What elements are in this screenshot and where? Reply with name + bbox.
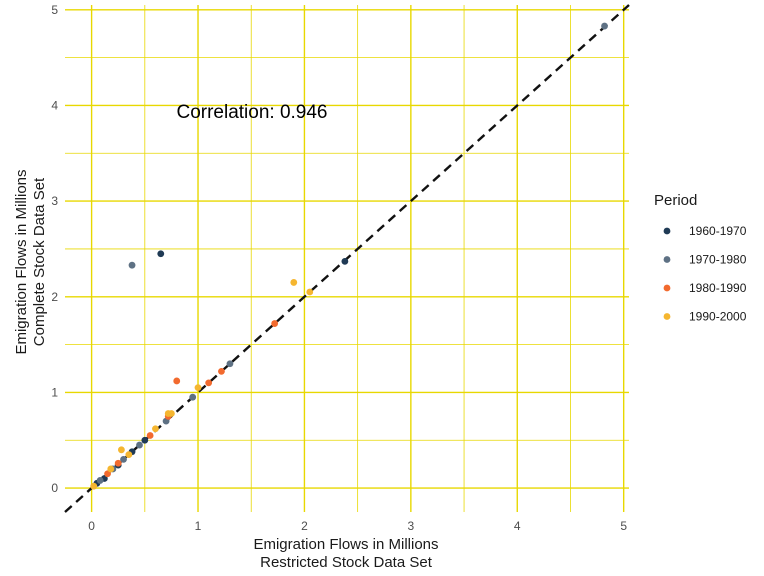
data-point-1970-1980 — [189, 393, 197, 401]
legend-title: Period — [654, 192, 697, 209]
identity-reference-line — [64, 4, 630, 513]
x-axis-title-line1: Emigration Flows in Millions — [253, 536, 438, 553]
x-tick-label: 0 — [88, 519, 95, 533]
y-axis-title-line1: Emigration Flows in Millions — [13, 169, 30, 354]
legend-swatch-1970-1980 — [663, 256, 671, 263]
y-tick-label: 0 — [51, 481, 58, 495]
data-point-1960-1970 — [157, 250, 165, 258]
legend-label-1960-1970: 1960-1970 — [689, 224, 747, 238]
data-point-1970-1980 — [120, 455, 127, 463]
correlation-annotation: Correlation: 0.946 — [176, 102, 327, 123]
legend-label-1990-2000: 1990-2000 — [689, 310, 747, 324]
data-point-1970-1980 — [128, 261, 136, 269]
data-point-1990-2000 — [90, 482, 98, 490]
data-point-1990-2000 — [107, 465, 115, 473]
data-point-1980-1990 — [271, 320, 279, 327]
points-group — [90, 22, 608, 490]
data-point-1990-2000 — [168, 410, 175, 417]
data-point-1990-2000 — [290, 279, 298, 286]
data-point-1980-1990 — [146, 432, 154, 439]
x-tick-label: 2 — [301, 519, 308, 533]
data-point-1990-2000 — [152, 425, 159, 433]
y-tick-label: 1 — [51, 385, 58, 399]
data-point-1980-1990 — [173, 377, 181, 385]
data-point-1990-2000 — [125, 451, 133, 459]
legend-label-1980-1990: 1980-1990 — [689, 281, 747, 295]
legend-label-1970-1980: 1970-1980 — [689, 253, 747, 267]
data-point-1970-1980 — [226, 360, 234, 368]
y-tick-labels: 0 1 2 3 4 5 — [51, 3, 58, 495]
x-tick-label: 1 — [195, 519, 202, 533]
x-tick-labels: 0 1 2 3 4 5 — [88, 519, 627, 533]
data-point-1990-2000 — [306, 288, 314, 296]
x-tick-label: 5 — [620, 519, 627, 533]
data-point-1970-1980 — [96, 477, 104, 484]
legend-swatch-1980-1990 — [663, 284, 671, 292]
data-point-1980-1990 — [114, 459, 122, 467]
data-point-1980-1990 — [218, 367, 225, 375]
data-point-1980-1990 — [205, 379, 213, 387]
data-point-1970-1980 — [136, 441, 143, 449]
reference-line-group — [64, 4, 630, 513]
legend-swatch-1990-2000 — [663, 313, 671, 320]
data-point-1990-2000 — [118, 446, 125, 454]
data-point-1960-1970 — [341, 257, 349, 265]
y-tick-label: 2 — [51, 290, 58, 304]
x-tick-label: 4 — [514, 519, 521, 533]
y-tick-label: 3 — [51, 194, 58, 208]
data-point-1970-1980 — [601, 22, 608, 30]
y-tick-label: 4 — [51, 98, 58, 112]
legend-swatch-1960-1970 — [663, 227, 671, 235]
data-point-1980-1990 — [104, 470, 111, 478]
y-tick-label: 5 — [51, 3, 58, 17]
legend: Period 1960-1970 1970-1980 1980-1990 1990-2… — [654, 192, 747, 324]
data-point-1990-2000 — [194, 384, 202, 392]
y-axis-title-line2: Complete Stock Data Set — [31, 177, 48, 346]
data-point-1960-1970 — [141, 436, 149, 444]
x-tick-label: 3 — [408, 519, 415, 533]
grid — [65, 5, 629, 512]
x-axis-title-line2: Restricted Stock Data Set — [260, 554, 433, 571]
